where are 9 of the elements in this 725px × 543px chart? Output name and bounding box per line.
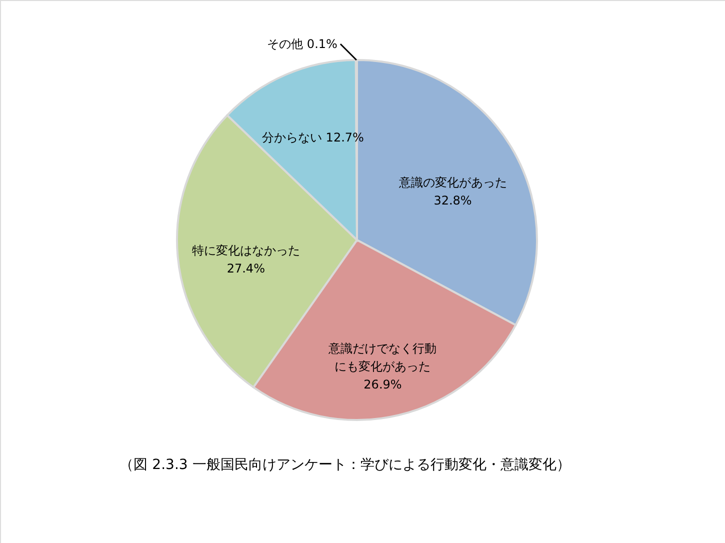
slice-label: 意識の変化があった bbox=[398, 176, 507, 190]
text: （図 2.3.3 一般国民向けアンケート：学びによる行動変化・意識変化） bbox=[120, 457, 570, 473]
slice-label: その他 0.1% bbox=[267, 37, 338, 51]
slice-label: 分からない 12.7% bbox=[262, 130, 364, 144]
data-label: 32.8% bbox=[434, 194, 472, 208]
slice-label: 意識だけでなく行動にも変化があった bbox=[328, 342, 437, 374]
data-label: 27.4% bbox=[226, 262, 265, 276]
data-label: 26.9% bbox=[364, 378, 402, 392]
slice-label: 特に変化はなかった bbox=[192, 244, 300, 258]
